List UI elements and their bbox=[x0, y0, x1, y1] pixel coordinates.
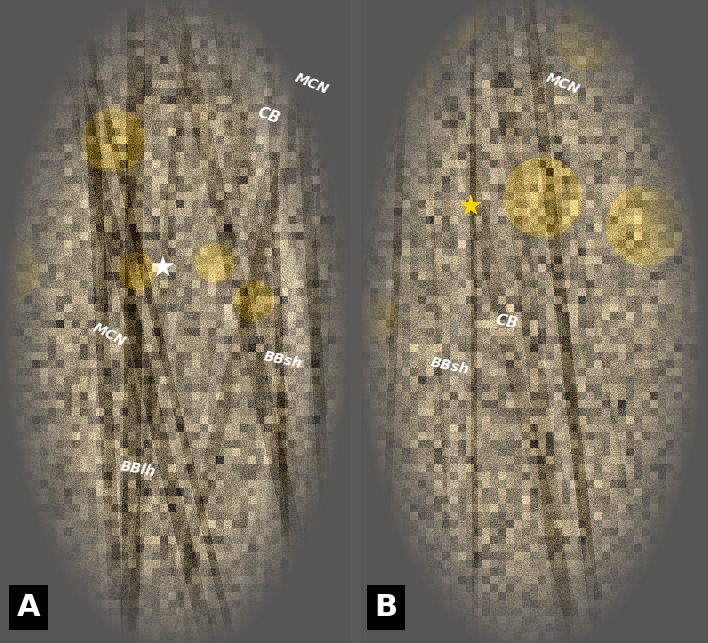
Point bbox=[465, 201, 476, 211]
Text: MCN: MCN bbox=[91, 320, 129, 349]
Text: MCN: MCN bbox=[292, 71, 331, 96]
Text: B: B bbox=[375, 593, 397, 622]
Point bbox=[157, 262, 169, 272]
Text: BBlh: BBlh bbox=[119, 459, 157, 480]
Text: A: A bbox=[16, 593, 40, 622]
Text: BBsh: BBsh bbox=[429, 356, 470, 377]
Text: MCN: MCN bbox=[544, 71, 582, 96]
Text: CB: CB bbox=[256, 105, 282, 127]
Text: BBsh: BBsh bbox=[263, 349, 304, 371]
Text: CB: CB bbox=[493, 312, 519, 331]
